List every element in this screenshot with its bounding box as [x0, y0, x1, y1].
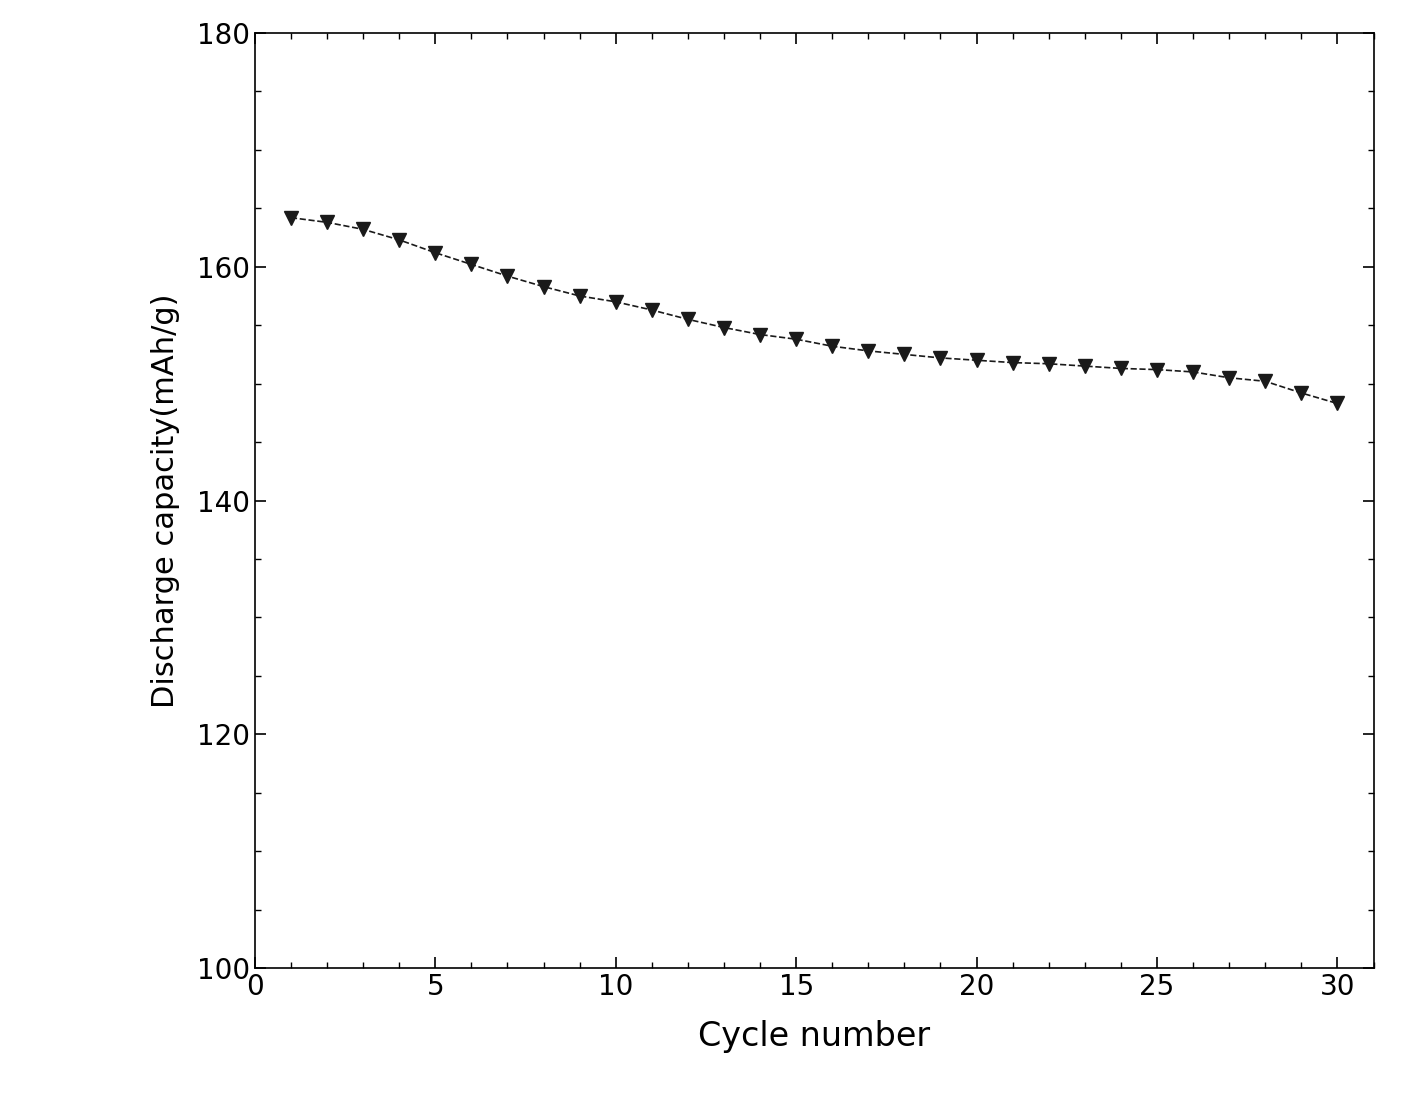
Y-axis label: Discharge capacity(mAh/g): Discharge capacity(mAh/g): [152, 294, 180, 707]
X-axis label: Cycle number: Cycle number: [698, 1021, 930, 1054]
